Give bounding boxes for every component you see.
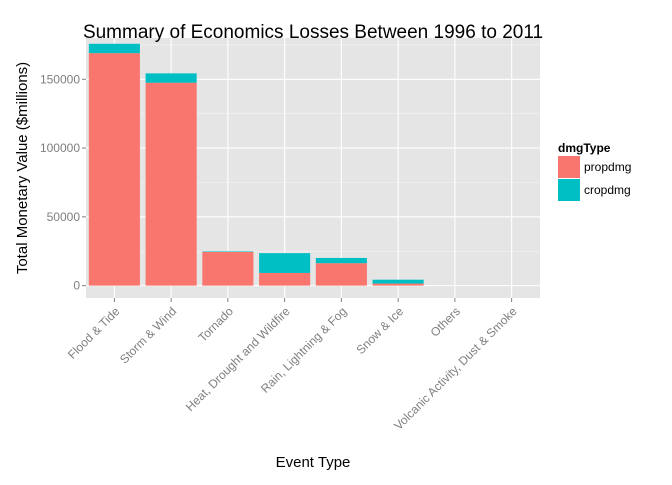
x-tick-label: Storm & Wind xyxy=(117,304,179,366)
legend-swatch xyxy=(558,156,580,178)
y-axis-title: Total Monetary Value ($millions) xyxy=(14,62,31,274)
bar-cropdmg xyxy=(146,73,197,82)
x-tick-label: Others xyxy=(428,304,463,339)
legend-label: cropdmg xyxy=(584,183,631,197)
y-tick-label: 100000 xyxy=(40,141,80,155)
bar-cropdmg xyxy=(259,253,310,273)
legend-title: dmgType xyxy=(558,141,611,155)
bar-cropdmg xyxy=(89,44,140,53)
bar-cropdmg xyxy=(316,258,367,263)
chart-title: Summary of Economics Losses Between 1996… xyxy=(83,22,543,43)
x-axis-title: Event Type xyxy=(276,454,351,471)
bar-cropdmg xyxy=(373,280,424,284)
y-tick-label: 50000 xyxy=(47,210,81,224)
bar-propdmg xyxy=(316,263,367,285)
bar-propdmg xyxy=(89,53,140,285)
bar-propdmg xyxy=(259,273,310,286)
legend: dmgType propdmg cropdmg xyxy=(558,141,631,201)
x-tick-label: Flood & Tide xyxy=(65,304,123,362)
y-tick-label: 150000 xyxy=(40,72,80,86)
x-tick-label: Volcanic Activity, Dust & Smoke xyxy=(391,304,520,433)
bar-propdmg xyxy=(146,83,197,286)
x-tick-label: Snow & Ice xyxy=(353,304,406,357)
bar-propdmg xyxy=(373,284,424,286)
legend-items: propdmg cropdmg xyxy=(558,156,631,201)
x-tick-label: Tornado xyxy=(195,304,236,345)
legend-swatch xyxy=(558,179,580,201)
bar-cropdmg xyxy=(202,251,253,252)
y-tick-label: 0 xyxy=(73,279,80,293)
bar-propdmg xyxy=(202,252,253,286)
y-axis-ticks: 0 50000 100000 150000 xyxy=(40,72,86,292)
x-tick-label: Heat, Drought and Wildfire xyxy=(183,304,293,414)
legend-label: propdmg xyxy=(584,160,631,174)
